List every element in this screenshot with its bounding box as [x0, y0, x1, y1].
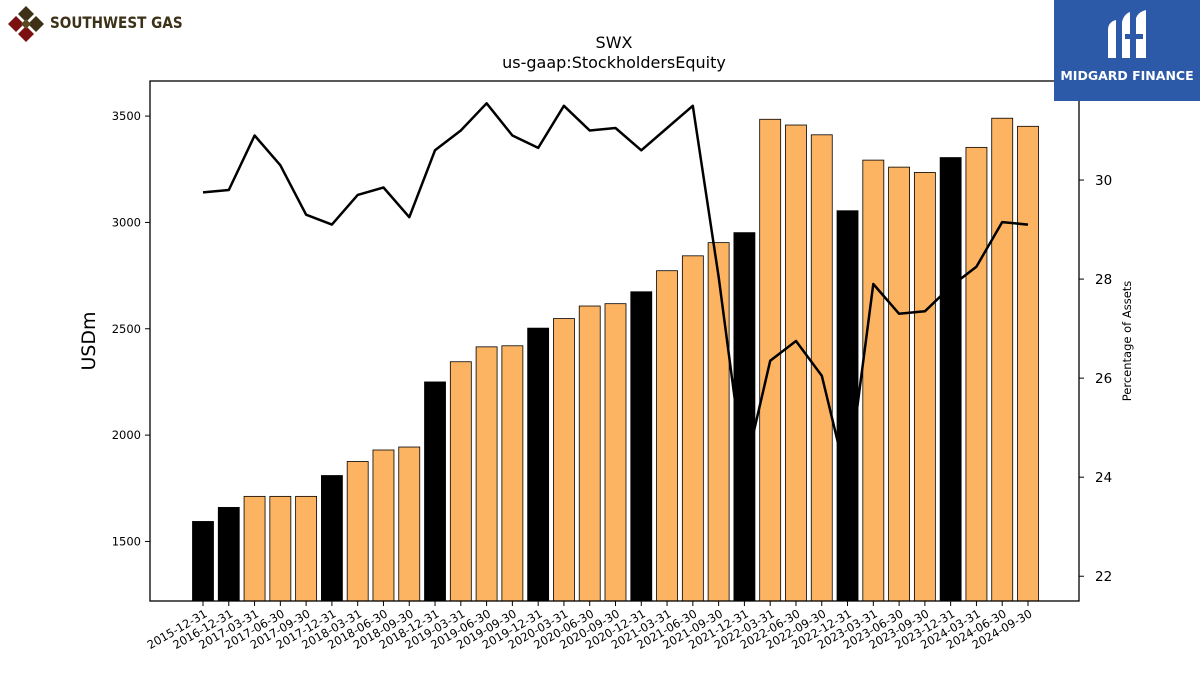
bar-2019-09-30: [501, 345, 524, 602]
bar-2017-12-31: [321, 475, 343, 602]
bar-2019-06-30: [475, 346, 498, 602]
bar-2017-03-31: [243, 495, 266, 602]
bar-2017-09-30: [295, 495, 318, 602]
southwest-gas-logo: SOUTHWEST GAS: [4, 4, 194, 44]
y-tick-label: 2000: [112, 428, 141, 442]
bar-2019-12-31: [527, 327, 550, 602]
chart-subtitle: us-gaap:StockholdersEquity: [502, 53, 726, 72]
y2-tick-label: 26: [1095, 371, 1112, 387]
bar-2021-03-31: [656, 270, 678, 602]
southwest-gas-logo-text: SOUTHWEST GAS: [50, 13, 183, 32]
y-axis-label: USDm: [78, 311, 100, 370]
bar-2023-03-31: [862, 159, 885, 602]
chart-title: SWX: [596, 33, 633, 52]
y-axis-left: 1500 2000 2500 3000 3500: [112, 109, 150, 548]
bar-2015-12-31: [192, 521, 214, 602]
y2-tick-label: 24: [1095, 470, 1112, 486]
y-axis-right: 22 24 26 28 30: [1079, 173, 1112, 585]
bar-2018-06-30: [372, 449, 395, 602]
bar-2024-09-30: [1017, 125, 1039, 602]
bar-2023-12-31: [939, 157, 962, 602]
bar-2016-12-31: [217, 507, 240, 602]
midgard-finance-logo: MIDGARD FINANCE: [1054, 0, 1200, 101]
y2-axis-label: Percentage of Assets: [1120, 281, 1134, 402]
x-axis: 2015-12-312016-12-312017-03-312017-06-30…: [145, 601, 1035, 652]
bar-2017-06-30: [269, 495, 292, 602]
y-tick-label: 3500: [112, 109, 141, 123]
bar-2021-06-30: [681, 255, 704, 602]
y-tick-label: 3000: [112, 215, 141, 229]
bar-2022-06-30: [785, 124, 807, 602]
y2-tick-label: 30: [1095, 173, 1112, 189]
bar-2020-06-30: [578, 305, 601, 602]
plot-frame: [149, 80, 1080, 602]
bar-2018-03-31: [346, 461, 369, 602]
bar-2018-09-30: [398, 446, 421, 602]
bar-2022-12-31: [836, 210, 859, 602]
y2-tick-label: 22: [1095, 569, 1112, 585]
bar-2023-06-30: [888, 166, 910, 602]
y2-tick-label: 28: [1095, 272, 1112, 288]
bar-2019-03-31: [449, 361, 472, 602]
diamond-logo-icon: [8, 6, 44, 42]
percentage-line: [202, 102, 1029, 484]
bar-2021-09-30: [707, 242, 730, 602]
bar-2024-06-30: [991, 117, 1014, 602]
bar-2020-09-30: [604, 303, 627, 602]
bar-2024-03-31: [965, 146, 988, 602]
bar-series: [192, 117, 1039, 602]
bar-2020-12-31: [630, 291, 653, 602]
y-tick-label: 1500: [112, 534, 141, 548]
midgard-finance-logo-text: MIDGARD FINANCE: [1060, 68, 1194, 83]
bar-2018-12-31: [424, 381, 446, 602]
y-tick-label: 2500: [112, 322, 141, 336]
bar-2022-09-30: [810, 134, 833, 602]
midgard-m-icon: [1108, 10, 1146, 58]
bar-2020-03-31: [553, 318, 575, 602]
bar-2023-09-30: [913, 172, 936, 602]
